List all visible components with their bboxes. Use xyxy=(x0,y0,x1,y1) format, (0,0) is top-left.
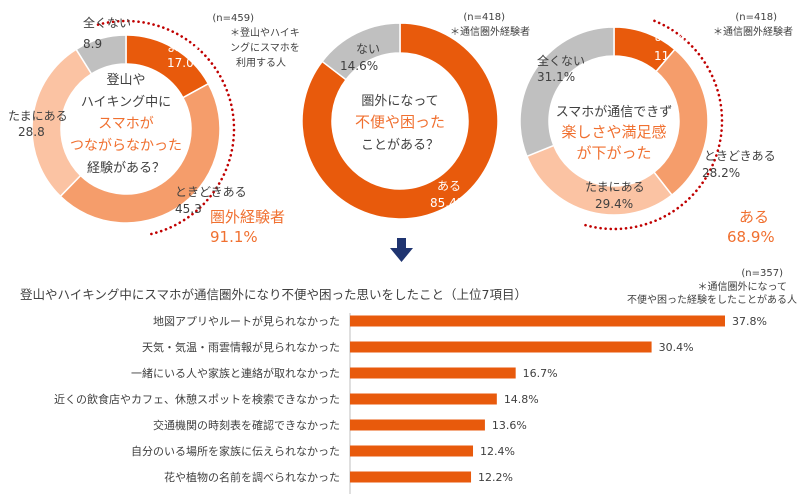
donut-callout-label: 圏外経験者 xyxy=(210,208,285,226)
dotted-ring-marker xyxy=(581,19,724,231)
donut-slice-3-value: 31.1% xyxy=(537,70,575,84)
donut-chart-outage-experience: よくある 17.0 ときどきある 45.3 たまにある 28.8 全くない 8.9 登山やハイキ… xyxy=(8,13,300,246)
donut-center-text-0: スマホが通信できず xyxy=(556,105,673,120)
donut-slice-3 xyxy=(519,26,615,158)
bar xyxy=(350,341,652,353)
donut-center-text-0: 圏外になって xyxy=(361,94,438,109)
bar-category-label: 自分のいる場所を家族に伝えられなかった xyxy=(131,444,340,458)
donut-slice-2-value: 28.8 xyxy=(18,125,45,139)
donut-slice-1-value: 14.6% xyxy=(340,59,378,73)
bar xyxy=(350,419,485,431)
bar-category-label: 花や植物の名前を調べられなかった xyxy=(164,470,340,484)
bar xyxy=(350,315,725,327)
bar-value-label: 13.6% xyxy=(492,419,527,432)
donut-center-text-2: が下がった xyxy=(576,144,651,162)
donut-slice-1-label: ときどきある xyxy=(704,149,776,163)
donut-n-label: (n=418) xyxy=(463,12,505,23)
bar-value-label: 14.8% xyxy=(504,393,539,406)
dotted-ring-marker xyxy=(96,19,236,236)
donut-callout-value: 68.9% xyxy=(727,228,775,246)
bar-category-label: 一緒にいる人や家族と連絡が取れなかった xyxy=(131,366,340,380)
bar-rows: 地図アプリやルートが見られなかった 37.8% 天気・気温・雨雲情報が見られなかった… xyxy=(54,313,767,494)
donut-slice-0-value: 17.0 xyxy=(167,56,194,70)
donut-charts-area: よくある 17.0 ときどきある 45.3 たまにある 28.8 全くない 8.9 登山やハイキ… xyxy=(8,12,793,262)
donut-note-line-0: ＊通信圏外経験者 xyxy=(713,25,793,38)
donut-n-label: (n=418) xyxy=(735,12,777,23)
bar-chart-n-label: (n=357) xyxy=(741,268,783,279)
bar-value-label: 30.4% xyxy=(659,341,694,354)
donut-note-line-1: ングにスマホを xyxy=(230,41,300,54)
bar-value-label: 12.2% xyxy=(478,471,513,484)
donut-note-line-2: 利用する人 xyxy=(236,57,286,69)
bar-value-label: 12.4% xyxy=(480,445,515,458)
bar-chart-inconveniences: 登山やハイキング中にスマホが通信圏外になり不便や困った思いをしたこと（上位7項目… xyxy=(20,268,797,494)
donut-center-text-1: 楽しさや満足感 xyxy=(561,123,666,141)
bar-value-label: 16.7% xyxy=(523,367,558,380)
donut-note-line-0: ＊通信圏外経験者 xyxy=(450,25,530,38)
donut-center-text-3: つながらなかった xyxy=(70,138,182,154)
bar-category-label: 交通機関の時刻表を確認できなかった xyxy=(153,418,340,432)
donut-slice-1 xyxy=(59,82,221,224)
donut-slice-2-value: 29.4% xyxy=(595,197,633,211)
bar-category-label: 地図アプリやルートが見られなかった xyxy=(153,314,340,328)
bar xyxy=(350,367,516,379)
donut-n-label: (n=459) xyxy=(212,13,254,24)
donut-slice-3-label: 全くない xyxy=(83,15,131,30)
donut-slice-2-label: たまにある xyxy=(8,109,68,123)
donut-slice-0-value: 85.4% xyxy=(430,196,468,210)
down-arrow-icon xyxy=(390,238,413,262)
donut-center-text-0: 登山や xyxy=(106,73,145,88)
donut-slice-3-value: 8.9 xyxy=(83,37,102,51)
bar-category-label: 近くの飲食店やカフェ、休憩スポットを検索できなかった xyxy=(54,392,340,406)
donut-slice-3 xyxy=(75,34,127,75)
donut-slice-0-label: よくある xyxy=(654,29,702,43)
bar xyxy=(350,471,472,483)
bar xyxy=(350,445,474,457)
bar-category-label: 天気・気温・雨雲情報が見られなかった xyxy=(142,340,340,354)
donut-slice-3-label: 全くない xyxy=(537,53,585,68)
donut-slice-0-label: よくある xyxy=(167,40,215,54)
donut-slice-1-value: 45.3 xyxy=(175,202,202,216)
donut-center-text-4: 経験がある？ xyxy=(87,161,165,176)
donut-slice-1-label: ときどきある xyxy=(175,185,247,199)
bar-value-label: 37.8% xyxy=(732,315,767,328)
donut-slice-0-label: ある xyxy=(437,179,461,193)
donut-note-line-0: ＊登山やハイキ xyxy=(230,26,300,39)
bar-chart-note-line-1: ＊通信圏外になって xyxy=(698,281,788,293)
donut-chart-satisfaction-drop: よくある11.2%ときどきある28.2%たまにある29.4%全くない31.1%ス… xyxy=(519,12,793,246)
donut-slice-1 xyxy=(321,22,401,81)
donut-center-text-2: スマホが xyxy=(98,116,154,132)
donut-callout-value: 91.1% xyxy=(210,228,258,246)
donut-slice-1-label: ない xyxy=(356,42,380,56)
donut-center-text-1: 不便や困った xyxy=(355,113,445,131)
donut-slice-2-label: たまにある xyxy=(585,180,645,194)
bar xyxy=(350,393,497,405)
donut-callout-label: ある xyxy=(739,208,769,226)
bar-chart-title: 登山やハイキング中にスマホが通信圏外になり不便や困った思いをしたこと（上位7項目… xyxy=(20,287,527,302)
donut-slice-1-value: 28.2% xyxy=(702,166,740,180)
donut-center-text-1: ハイキング中に xyxy=(81,95,171,110)
donut-center-text-2: ことがある？ xyxy=(361,138,439,153)
donut-slice-0 xyxy=(301,22,499,220)
bar-chart-note-line-2: 不便や困った経験をしたことがある人 xyxy=(627,293,797,306)
